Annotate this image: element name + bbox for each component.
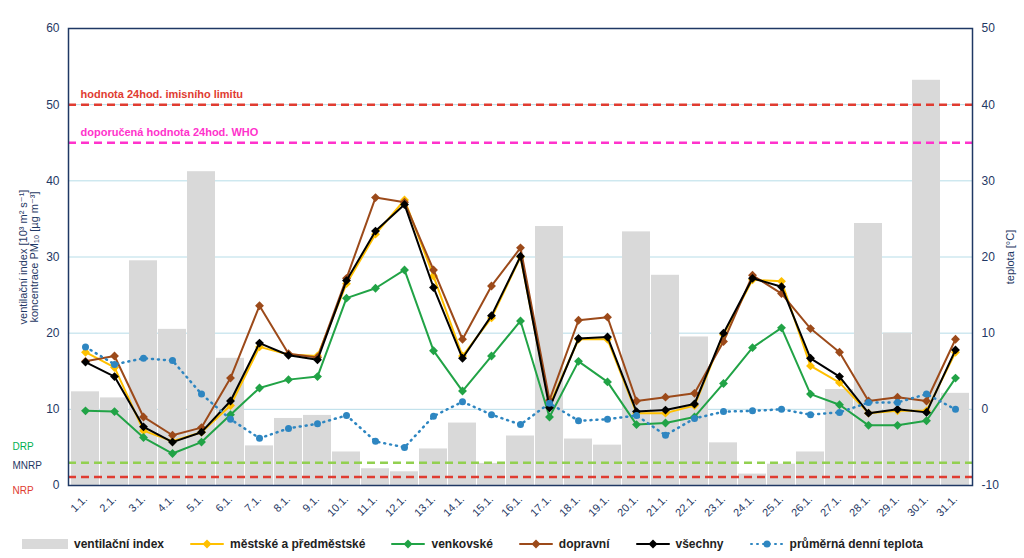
svg-text:14.1.: 14.1. [441,493,467,519]
html-text:průměrná denní teplota: průměrná denní teplota [789,537,923,551]
svg-text:50: 50 [46,98,60,112]
svg-text:3.1.: 3.1. [126,493,147,514]
svg-text:0: 0 [982,402,989,416]
svg-text:60: 60 [46,21,60,35]
svg-text:19.1.: 19.1. [586,493,612,519]
svg-text:22.1.: 22.1. [673,493,699,519]
svg-text:5.1.: 5.1. [184,493,205,514]
svg-text:50: 50 [982,21,996,35]
svg-text:31.1.: 31.1. [934,493,960,519]
svg-text:29.1.: 29.1. [876,493,902,519]
svg-text:10: 10 [982,326,996,340]
svg-text:NRP: NRP [13,485,34,496]
html-text:venkovské: venkovské [431,537,493,551]
svg-text:20.1.: 20.1. [615,493,641,519]
html-text:městské a předměstské: městské a předměstské [230,537,366,551]
svg-text:20: 20 [46,326,60,340]
svg-text:27.1.: 27.1. [818,493,844,519]
svg-text:24.1.: 24.1. [731,493,757,519]
svg-text:11.1.: 11.1. [354,493,379,518]
html-text:všechny: všechny [675,537,724,551]
svg-text:28.1.: 28.1. [847,493,873,519]
svg-text:DRP: DRP [13,441,34,452]
svg-text:18.1.: 18.1. [557,493,583,519]
svg-text:1.1.: 1.1. [68,493,89,514]
svg-text:-10: -10 [982,478,1000,492]
svg-text:25.1.: 25.1. [760,493,786,519]
svg-text:10: 10 [46,402,60,416]
svg-text:ventilační index [10³ m² s⁻¹]k: ventilační index [10³ m² s⁻¹]koncentrace… [17,190,40,325]
svg-text:doporučená hodnota 24hod. WHO: doporučená hodnota 24hod. WHO [81,126,259,138]
svg-text:40: 40 [46,174,60,188]
svg-text:8.1.: 8.1. [271,493,292,514]
svg-text:30: 30 [982,174,996,188]
svg-text:26.1.: 26.1. [789,493,815,519]
svg-text:MNRP: MNRP [13,460,43,471]
svg-text:30: 30 [46,250,60,264]
svg-text:23.1.: 23.1. [702,493,728,519]
svg-text:7.1.: 7.1. [242,493,263,514]
svg-text:hodnota 24hod. imisního limitu: hodnota 24hod. imisního limitu [81,88,244,100]
svg-text:40: 40 [982,98,996,112]
svg-text:10.1.: 10.1. [325,493,351,519]
svg-text:16.1.: 16.1. [499,493,525,519]
svg-text:2.1.: 2.1. [97,493,118,514]
html-text:ventilační index: ventilační index [74,537,164,551]
html-text:dopravní: dopravní [558,537,610,551]
svg-text:20: 20 [982,250,996,264]
svg-text:6.1.: 6.1. [213,493,234,514]
svg-text:9.1.: 9.1. [300,493,321,514]
svg-text:17.1.: 17.1. [528,493,554,519]
svg-text:teplota [°C]: teplota [°C] [1004,230,1016,285]
svg-text:15.1.: 15.1. [470,493,496,519]
svg-text:21.1.: 21.1. [644,493,670,519]
svg-text:0: 0 [53,478,60,492]
svg-text:13.1.: 13.1. [412,493,438,519]
svg-text:4.1.: 4.1. [155,493,176,514]
svg-text:30.1.: 30.1. [905,493,931,519]
svg-text:12.1.: 12.1. [383,493,409,519]
